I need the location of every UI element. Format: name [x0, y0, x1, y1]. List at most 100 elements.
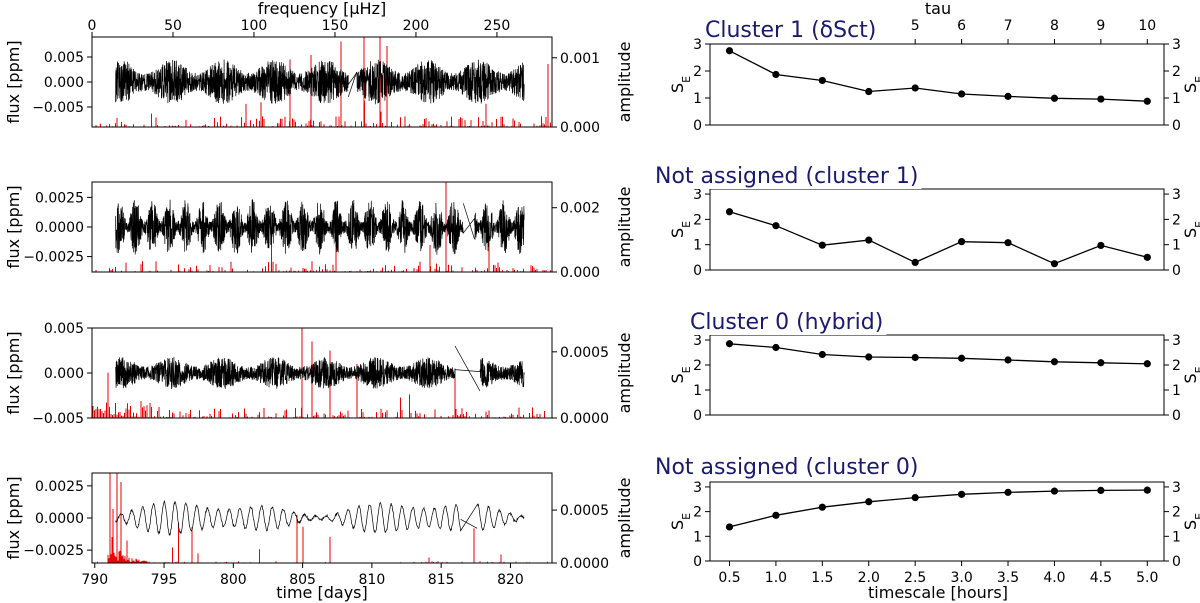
time-tick-label: 820: [497, 572, 524, 588]
se-point: [1050, 260, 1059, 268]
se-tick-label-right: 0: [1172, 118, 1181, 134]
se-point: [818, 350, 826, 359]
panel-frame: [91, 472, 553, 564]
flux-tick-label: −0.0025: [23, 543, 84, 559]
timescale-tick-label: 2.0: [858, 570, 880, 586]
se-point: [911, 493, 919, 502]
se-point: [911, 84, 919, 92]
amplitude-tick-label: 0.002: [560, 201, 600, 217]
se-tick-label-left: 3: [693, 187, 702, 203]
flux-tick-label: 0.0025: [35, 479, 84, 495]
se-point: [725, 523, 734, 531]
panel-title: Cluster 1 (δSct): [705, 18, 876, 43]
se-point: [725, 208, 734, 216]
se-tick-label-left: 3: [693, 480, 702, 496]
se-tick-label-left: 0: [693, 554, 702, 570]
panel-frame: [709, 43, 1165, 126]
flux-tick-label: −0.0025: [23, 250, 84, 266]
amplitude-axis-label: amplitude: [615, 42, 634, 123]
se-point: [958, 90, 966, 98]
lightcurve-panel-1: 0.005 0.000 −0.005 0.001 0.000 flux [ppm] ampl…: [4, 36, 634, 136]
se-point: [865, 353, 873, 361]
se-tick-label-right: 2: [1172, 358, 1181, 374]
se-tick-label-right: 2: [1172, 212, 1181, 228]
se-point: [1143, 253, 1151, 261]
timescale-tick-label: 1.0: [765, 570, 787, 586]
se-point: [818, 503, 826, 511]
flux-axis-label: flux [ppm]: [4, 331, 23, 414]
se-subscript: E: [680, 76, 693, 83]
se-point: [1143, 360, 1151, 368]
amplitude-tick-label: 0.0005: [560, 503, 609, 519]
se-point: [772, 222, 780, 230]
se-tick-label-left: 1: [693, 529, 702, 545]
se-point: [1050, 94, 1059, 102]
panel-frame: [709, 334, 1165, 416]
se-axis-label-left: SE: [668, 366, 693, 383]
se-axis-label-left: SE: [668, 221, 693, 238]
amplitude-axis-label: amplitude: [615, 478, 634, 559]
flux-tick-label: 0.0025: [35, 190, 84, 206]
se-point: [818, 241, 826, 249]
frequency-tick-label: 50: [164, 18, 182, 34]
se-tick-label-right: 1: [1172, 91, 1181, 107]
chart-layer: 0.005 0.000 −0.005 0.001 0.000 flux [ppm] ampl…: [4, 16, 1200, 588]
tau-tick-label: 6: [957, 18, 966, 34]
se-point: [958, 490, 966, 498]
amplitude-tick-label: 0.0000: [560, 556, 609, 572]
se-subscript: E: [1193, 366, 1200, 373]
se-tick-label-left: 1: [693, 238, 702, 254]
se-tick-label-left: 2: [693, 64, 702, 80]
time-tick-label: 815: [428, 572, 455, 588]
se-panel-3: 0 0 1 1 2 2 3 3 SE SE Cluster 0 (hybrid): [668, 308, 1200, 424]
timescale-tick-label: 3.0: [950, 570, 972, 586]
se-tick-label-left: 3: [693, 333, 702, 349]
flux-axis-label: flux [ppm]: [4, 40, 23, 123]
se-tick-label-right: 3: [1172, 480, 1181, 496]
se-panel-2: 0 0 1 1 2 2 3 3 SE SE Not assigned (cluster 1): [652, 162, 1200, 279]
amplitude-tick-label: 0.0005: [560, 345, 609, 361]
tau-tick-label: 9: [1096, 18, 1105, 34]
se-line: [729, 50, 1148, 102]
se-point: [1004, 488, 1012, 496]
se-point: [865, 236, 873, 244]
se-point: [772, 511, 780, 519]
amplitude-tick-label: 0.001: [560, 51, 600, 67]
se-tick-label-left: 0: [693, 118, 702, 134]
panel-title: Cluster 0 (hybrid): [690, 310, 883, 335]
se-point: [1004, 356, 1012, 364]
se-subscript: E: [1193, 221, 1200, 228]
se-tick-label-right: 2: [1172, 505, 1181, 521]
se-point: [1004, 239, 1012, 247]
panel-title-backing: [702, 16, 880, 43]
time-tick-label: 795: [151, 572, 178, 588]
frequency-tick-label: 100: [241, 18, 268, 34]
se-point: [911, 258, 919, 267]
se-tick-label-right: 3: [1172, 37, 1181, 53]
frequency-axis-label: frequency [μHz]: [258, 0, 386, 18]
timescale-tick-label: 4.5: [1090, 570, 1112, 586]
se-tick-label-left: 0: [693, 408, 702, 424]
flux-tick-label: 0.000: [44, 75, 84, 91]
se-point: [1143, 486, 1151, 494]
se-tick-label-right: 0: [1172, 554, 1181, 570]
tau-tick-label: 7: [1004, 18, 1013, 34]
lightcurve-panel-2: 0.0025 0.0000 −0.0025 0.002 0.000 flux [ppm] a…: [4, 181, 634, 281]
se-point: [865, 498, 873, 506]
se-tick-label-left: 2: [693, 212, 702, 228]
se-tick-label-left: 1: [693, 383, 702, 399]
panel-frame: [709, 481, 1165, 562]
frequency-tick-label: 150: [322, 18, 349, 34]
light-curve: [115, 59, 525, 105]
se-tick-label-left: 2: [693, 505, 702, 521]
se-tick-label-right: 1: [1172, 383, 1181, 399]
amplitude-axis-label: amplitude: [615, 187, 634, 268]
timescale-tick-label: 5.0: [1136, 570, 1158, 586]
se-panel-1: 0 0 1 1 2 2 3 3 SE SE Cluster 1 (δSct): [668, 16, 1200, 134]
lightcurve-panel-3: 0.005 0.000 −0.005 0.0005 0.0000 flux [ppm] am…: [4, 321, 634, 427]
panel-frame: [709, 188, 1165, 271]
timescale-axis-label: timescale [hours]: [868, 583, 1008, 602]
se-tick-label-left: 3: [693, 37, 702, 53]
amplitude-axis-label: amplitude: [615, 333, 634, 414]
